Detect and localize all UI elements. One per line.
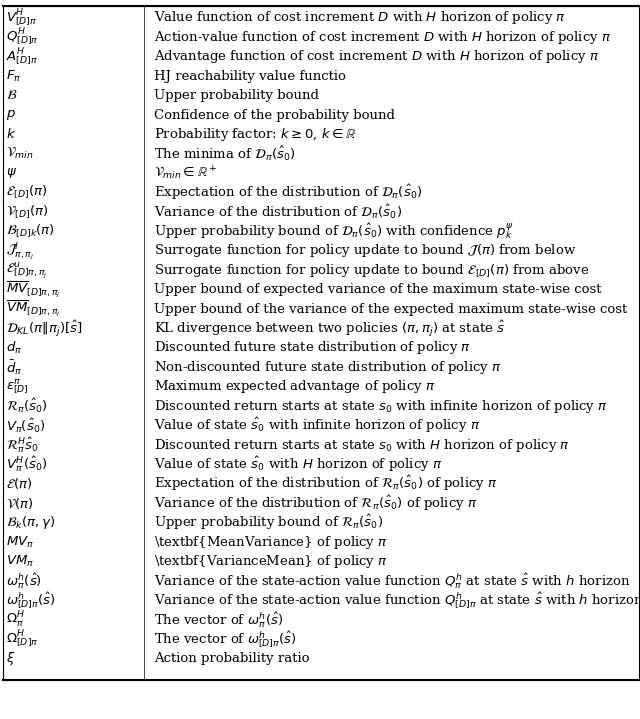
Text: $\overline{VM}_{[D]\pi,\pi_j}$: $\overline{VM}_{[D]\pi,\pi_j}$: [6, 299, 61, 319]
Text: Action-value function of cost increment $D$ with $H$ horizon of policy $\pi$: Action-value function of cost increment …: [154, 29, 611, 46]
Text: $F_{\pi}$: $F_{\pi}$: [6, 68, 22, 84]
Text: Variance of the distribution of $\mathcal{D}_{\pi}(\hat{s}_0)$: Variance of the distribution of $\mathca…: [154, 203, 402, 221]
Text: $\mathcal{B}$: $\mathcal{B}$: [6, 89, 18, 102]
Text: Value function of cost increment $D$ with $H$ horizon of policy $\pi$: Value function of cost increment $D$ wit…: [154, 9, 566, 27]
Text: $\mathcal{E}^{u}_{[D]\pi,\pi_j}$: $\mathcal{E}^{u}_{[D]\pi,\pi_j}$: [6, 260, 48, 280]
Text: \textbf{VarianceMean} of policy $\pi$: \textbf{VarianceMean} of policy $\pi$: [154, 553, 387, 570]
Text: $\mathcal{D}_{KL}(\pi\|\pi_j)[\hat{s}]$: $\mathcal{D}_{KL}(\pi\|\pi_j)[\hat{s}]$: [6, 319, 83, 339]
Text: $MV_{\pi}$: $MV_{\pi}$: [6, 534, 35, 550]
Text: $\omega^{h}_{[D]\pi}(\hat{s})$: $\omega^{h}_{[D]\pi}(\hat{s})$: [6, 590, 56, 610]
Text: $A_{[D]\pi}^{H}$: $A_{[D]\pi}^{H}$: [6, 46, 38, 68]
Text: The vector of $\omega^{h}_{\pi}(\hat{s})$: The vector of $\omega^{h}_{\pi}(\hat{s})…: [154, 610, 283, 630]
Text: $\mathcal{V}(\pi)$: $\mathcal{V}(\pi)$: [6, 496, 34, 510]
Text: $d_{\pi}$: $d_{\pi}$: [6, 340, 22, 356]
Text: Variance of the state-action value function $Q^{h}_{\pi}$ at state $\hat{s}$ wit: Variance of the state-action value funct…: [154, 571, 630, 591]
FancyBboxPatch shape: [3, 6, 639, 680]
Text: $\mathcal{B}_{[D]k}(\pi)$: $\mathcal{B}_{[D]k}(\pi)$: [6, 223, 56, 240]
Text: Surrogate function for policy update to bound $\mathcal{E}_{[D]}(\pi)$ from abov: Surrogate function for policy update to …: [154, 262, 589, 279]
Text: Variance of the state-action value function $Q^{h}_{[D]\pi}$ at state $\hat{s}$ : Variance of the state-action value funct…: [154, 590, 640, 610]
Text: The minima of $\mathcal{D}_{\pi}(\hat{s}_0)$: The minima of $\mathcal{D}_{\pi}(\hat{s}…: [154, 145, 296, 163]
Text: $\mathcal{B}_k(\pi, \gamma)$: $\mathcal{B}_k(\pi, \gamma)$: [6, 514, 56, 531]
Text: $\psi$: $\psi$: [6, 166, 17, 180]
Text: Confidence of the probability bound: Confidence of the probability bound: [154, 109, 395, 122]
Text: $\mathcal{R}^{H}_{\pi}\hat{s}_0$: $\mathcal{R}^{H}_{\pi}\hat{s}_0$: [6, 435, 40, 455]
Text: $\overline{MV}_{[D]\pi,\pi_j}$: $\overline{MV}_{[D]\pi,\pi_j}$: [6, 280, 61, 300]
Text: Variance of the distribution of $\mathcal{R}_{\pi}(\hat{s}_0)$ of policy $\pi$: Variance of the distribution of $\mathca…: [154, 494, 477, 513]
Text: HJ reachability value functio: HJ reachability value functio: [154, 70, 346, 83]
Text: Probability factor: $k \geq 0$, $k \in \mathbb{R}$: Probability factor: $k \geq 0$, $k \in \…: [154, 126, 356, 143]
Text: $\Omega^{H}_{\pi}$: $\Omega^{H}_{\pi}$: [6, 610, 26, 630]
Text: Value of state $\hat{s}_0$ with $H$ horizon of policy $\pi$: Value of state $\hat{s}_0$ with $H$ hori…: [154, 455, 442, 474]
Text: $\mathcal{V}_{min} \in \mathbb{R}^+$: $\mathcal{V}_{min} \in \mathbb{R}^+$: [154, 165, 217, 182]
Text: $VM_{\pi}$: $VM_{\pi}$: [6, 554, 35, 569]
Text: Upper probability bound: Upper probability bound: [154, 89, 319, 102]
Text: Discounted return starts at state $s_0$ with infinite horizon of policy $\pi$: Discounted return starts at state $s_0$ …: [154, 398, 607, 415]
Text: Upper bound of the variance of the expected maximum state-wise cost: Upper bound of the variance of the expec…: [154, 303, 627, 316]
Text: Upper bound of expected variance of the maximum state-wise cost: Upper bound of expected variance of the …: [154, 283, 601, 296]
Text: $\epsilon^{\pi}_{[D]}$: $\epsilon^{\pi}_{[D]}$: [6, 377, 29, 396]
Text: $\mathcal{V}_{min}$: $\mathcal{V}_{min}$: [6, 146, 34, 162]
Text: $\mathcal{J}^{l}_{\pi,\pi_j}$: $\mathcal{J}^{l}_{\pi,\pi_j}$: [6, 240, 35, 262]
Text: Upper probability bound of $\mathcal{D}_{\pi}(\hat{s}_0)$ with confidence $p_k^{: Upper probability bound of $\mathcal{D}_…: [154, 221, 514, 242]
Text: $\omega^{h}_{\pi}(\hat{s})$: $\omega^{h}_{\pi}(\hat{s})$: [6, 571, 42, 591]
Text: Expectation of the distribution of $\mathcal{R}_{\pi}(\hat{s}_0)$ of policy $\pi: Expectation of the distribution of $\mat…: [154, 475, 497, 493]
Text: $\mathcal{E}(\pi)$: $\mathcal{E}(\pi)$: [6, 477, 33, 491]
Text: $\mathcal{E}_{[D]}(\pi)$: $\mathcal{E}_{[D]}(\pi)$: [6, 184, 48, 201]
Text: KL divergence between two policies $(\pi, \pi_j)$ at state $\hat{s}$: KL divergence between two policies $(\pi…: [154, 319, 505, 339]
Text: Discounted future state distribution of policy $\pi$: Discounted future state distribution of …: [154, 339, 470, 357]
Text: $\mathcal{R}_{\pi}(\hat{s}_0)$: $\mathcal{R}_{\pi}(\hat{s}_0)$: [6, 397, 48, 416]
Text: $V^{H}_{\pi}(\hat{s}_0)$: $V^{H}_{\pi}(\hat{s}_0)$: [6, 454, 48, 475]
Text: Discounted return starts at state $s_0$ with $H$ horizon of policy $\pi$: Discounted return starts at state $s_0$ …: [154, 436, 570, 454]
Text: Surrogate function for policy update to bound $\mathcal{J}(\pi)$ from below: Surrogate function for policy update to …: [154, 242, 576, 260]
Text: $\mathcal{V}_{[D]}(\pi)$: $\mathcal{V}_{[D]}(\pi)$: [6, 203, 49, 221]
Text: $p$: $p$: [6, 108, 16, 122]
Text: Upper probability bound of $\mathcal{R}_{\pi}(\hat{s}_0)$: Upper probability bound of $\mathcal{R}_…: [154, 513, 383, 532]
Text: Value of state $\hat{s}_0$ with infinite horizon of policy $\pi$: Value of state $\hat{s}_0$ with infinite…: [154, 416, 480, 435]
Text: The vector of $\omega^{h}_{[D]\pi}(\hat{s})$: The vector of $\omega^{h}_{[D]\pi}(\hat{…: [154, 629, 296, 649]
Text: Action probability ratio: Action probability ratio: [154, 652, 309, 665]
Text: $V_{\pi}(\hat{s}_0)$: $V_{\pi}(\hat{s}_0)$: [6, 416, 46, 435]
Text: Maximum expected advantage of policy $\pi$: Maximum expected advantage of policy $\p…: [154, 378, 435, 395]
Text: Expectation of the distribution of $\mathcal{D}_{\pi}(\hat{s}_0)$: Expectation of the distribution of $\mat…: [154, 183, 422, 202]
Text: $\Omega^{H}_{[D]\pi}$: $\Omega^{H}_{[D]\pi}$: [6, 628, 38, 650]
Text: $k$: $k$: [6, 127, 17, 142]
Text: $V_{[D]\pi}^{H}$: $V_{[D]\pi}^{H}$: [6, 7, 38, 29]
Text: $\bar{d}_{\pi}$: $\bar{d}_{\pi}$: [6, 358, 22, 377]
Text: Advantage function of cost increment $D$ with $H$ horizon of policy $\pi$: Advantage function of cost increment $D$…: [154, 48, 599, 65]
Text: $Q_{[D]\pi}^{H}$: $Q_{[D]\pi}^{H}$: [6, 27, 39, 48]
Text: \textbf{MeanVariance} of policy $\pi$: \textbf{MeanVariance} of policy $\pi$: [154, 533, 387, 551]
Text: $\xi$: $\xi$: [6, 650, 16, 667]
Text: Non-discounted future state distribution of policy $\pi$: Non-discounted future state distribution…: [154, 359, 501, 376]
